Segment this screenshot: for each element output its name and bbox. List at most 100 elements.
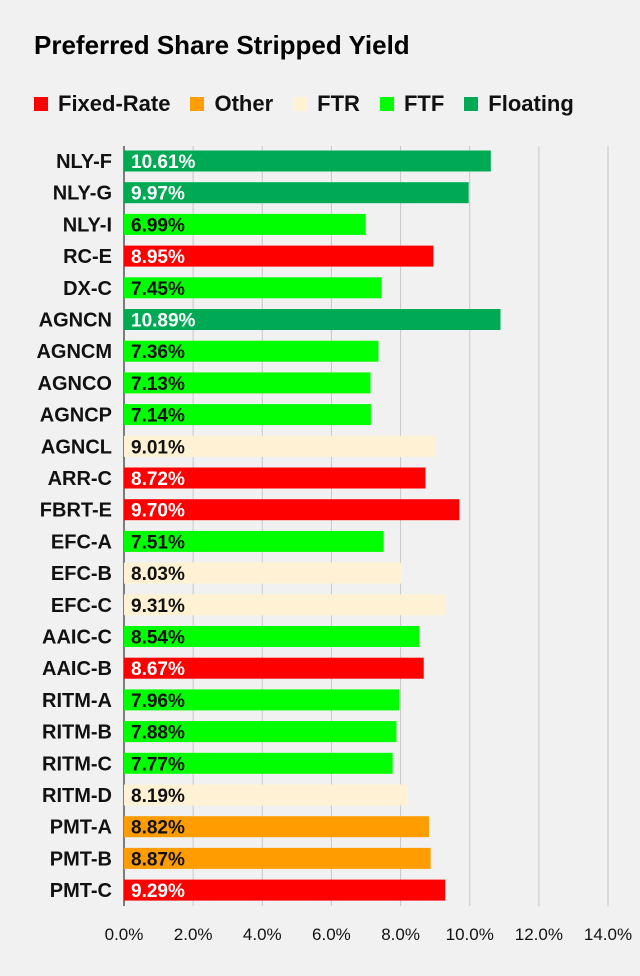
- data-label: 10.61%: [131, 152, 196, 173]
- category-label: FBRT-E: [40, 500, 112, 522]
- category-label: NLY-G: [53, 183, 112, 205]
- legend-label-floating: Floating: [488, 91, 574, 116]
- data-label: 9.70%: [131, 501, 185, 522]
- data-label: 7.45%: [131, 279, 185, 300]
- data-label: 8.87%: [131, 849, 185, 870]
- bar: [124, 530, 384, 552]
- data-label: 9.97%: [131, 184, 185, 205]
- bar: [124, 784, 408, 806]
- data-label: 7.14%: [131, 406, 185, 427]
- bar: [124, 594, 446, 616]
- category-label: EFC-C: [51, 595, 112, 617]
- bar: [124, 404, 371, 426]
- data-label: 8.67%: [131, 659, 185, 680]
- category-label: RITM-C: [42, 753, 112, 775]
- category-label: AAIC-B: [42, 658, 112, 680]
- bar: [124, 847, 431, 869]
- data-label: 7.13%: [131, 374, 185, 395]
- legend-item-floating: Floating: [464, 91, 574, 117]
- category-label: ARR-C: [48, 468, 112, 490]
- bar: [124, 372, 371, 394]
- category-label: RITM-A: [42, 690, 112, 712]
- legend-swatch-other: [190, 97, 205, 111]
- x-tick-label: 0.0%: [105, 925, 144, 944]
- data-labels: 10.61% 9.97% 6.99% 8.95% 7.45% 10.89% 7.36% 7.1…: [131, 152, 196, 902]
- bar: [124, 562, 402, 584]
- legend-swatch-fixed-rate: [34, 97, 48, 111]
- category-label: PMT-B: [50, 848, 112, 870]
- bar: [124, 309, 501, 330]
- x-tick-labels: 0.0% 2.0% 4.0% 6.0% 8.0% 10.0% 12.0% 14.0%: [105, 925, 632, 944]
- legend-label-ftf: FTF: [403, 91, 445, 116]
- legend-swatch-ftr: [293, 97, 308, 111]
- gridlines: [123, 146, 609, 906]
- category-label: PMT-A: [50, 817, 112, 839]
- x-tick-label: 2.0%: [174, 925, 213, 944]
- data-label: 8.54%: [131, 628, 185, 649]
- category-label: AGNCN: [39, 310, 112, 332]
- category-label: RC-E: [63, 246, 112, 268]
- x-tick-label: 12.0%: [515, 925, 563, 944]
- bars: [124, 150, 501, 901]
- data-label: 6.99%: [131, 215, 185, 236]
- bar: [124, 213, 366, 235]
- bar: [124, 721, 397, 743]
- category-label: RITM-D: [42, 785, 112, 807]
- category-label: EFC-A: [51, 531, 112, 553]
- data-label: 7.51%: [131, 532, 185, 553]
- category-label: DX-C: [63, 278, 112, 300]
- bar: [124, 467, 426, 489]
- data-label: 7.77%: [131, 754, 185, 775]
- bar: [124, 245, 434, 267]
- category-label: EFC-B: [51, 563, 112, 585]
- x-tick-label: 4.0%: [243, 925, 282, 944]
- x-tick-label: 14.0%: [584, 925, 632, 944]
- bar: [124, 340, 379, 362]
- legend-label-fixed-rate: Fixed-Rate: [58, 91, 171, 116]
- legend-item-ftr: FTR: [293, 91, 360, 117]
- category-label: NLY-I: [63, 214, 112, 236]
- category-label: PMT-C: [50, 880, 112, 902]
- legend-swatch-ftf: [379, 97, 394, 111]
- legend: Fixed-Rate Other FTR FTF Floating: [34, 88, 594, 120]
- data-label: 8.19%: [131, 786, 185, 807]
- category-label: AGNCO: [38, 373, 112, 395]
- category-label: AAIC-C: [42, 627, 112, 649]
- legend-label-ftr: FTR: [317, 91, 360, 116]
- data-label: 7.36%: [131, 342, 185, 363]
- bar: [124, 816, 429, 838]
- legend-item-ftf: FTF: [379, 91, 445, 117]
- data-label: 8.82%: [131, 818, 185, 839]
- data-label: 8.72%: [131, 469, 185, 490]
- bar: [124, 182, 469, 204]
- category-labels: NLY-F NLY-G NLY-I RC-E DX-C AGNCN AGNCM AGNCO AG…: [36, 151, 112, 902]
- bar: [124, 277, 382, 299]
- category-label: AGNCL: [41, 436, 112, 458]
- bar: [124, 150, 491, 172]
- category-label: RITM-B: [42, 722, 112, 744]
- data-label: 9.01%: [131, 437, 185, 458]
- legend-item-other: Other: [190, 91, 273, 117]
- data-label: 8.95%: [131, 247, 185, 268]
- bar: [124, 689, 400, 711]
- x-tick-label: 10.0%: [446, 925, 494, 944]
- data-label: 9.31%: [131, 596, 185, 617]
- bar: [124, 499, 460, 521]
- legend-label-other: Other: [214, 91, 274, 116]
- bar: [124, 435, 436, 457]
- x-tick-label: 6.0%: [312, 925, 351, 944]
- category-label: AGNCP: [40, 405, 112, 427]
- data-label: 7.88%: [131, 723, 185, 744]
- data-label: 7.96%: [131, 691, 185, 712]
- data-label: 10.89%: [131, 311, 196, 332]
- legend-swatch-floating: [464, 97, 479, 111]
- category-label: NLY-F: [56, 151, 112, 173]
- bar: [124, 752, 393, 774]
- category-label: AGNCM: [36, 341, 112, 363]
- chart-title: Preferred Share Stripped Yield: [34, 30, 410, 60]
- legend-item-fixed-rate: Fixed-Rate: [34, 91, 170, 117]
- bar: [124, 626, 420, 647]
- data-label: 9.29%: [131, 881, 185, 902]
- data-label: 8.03%: [131, 564, 185, 585]
